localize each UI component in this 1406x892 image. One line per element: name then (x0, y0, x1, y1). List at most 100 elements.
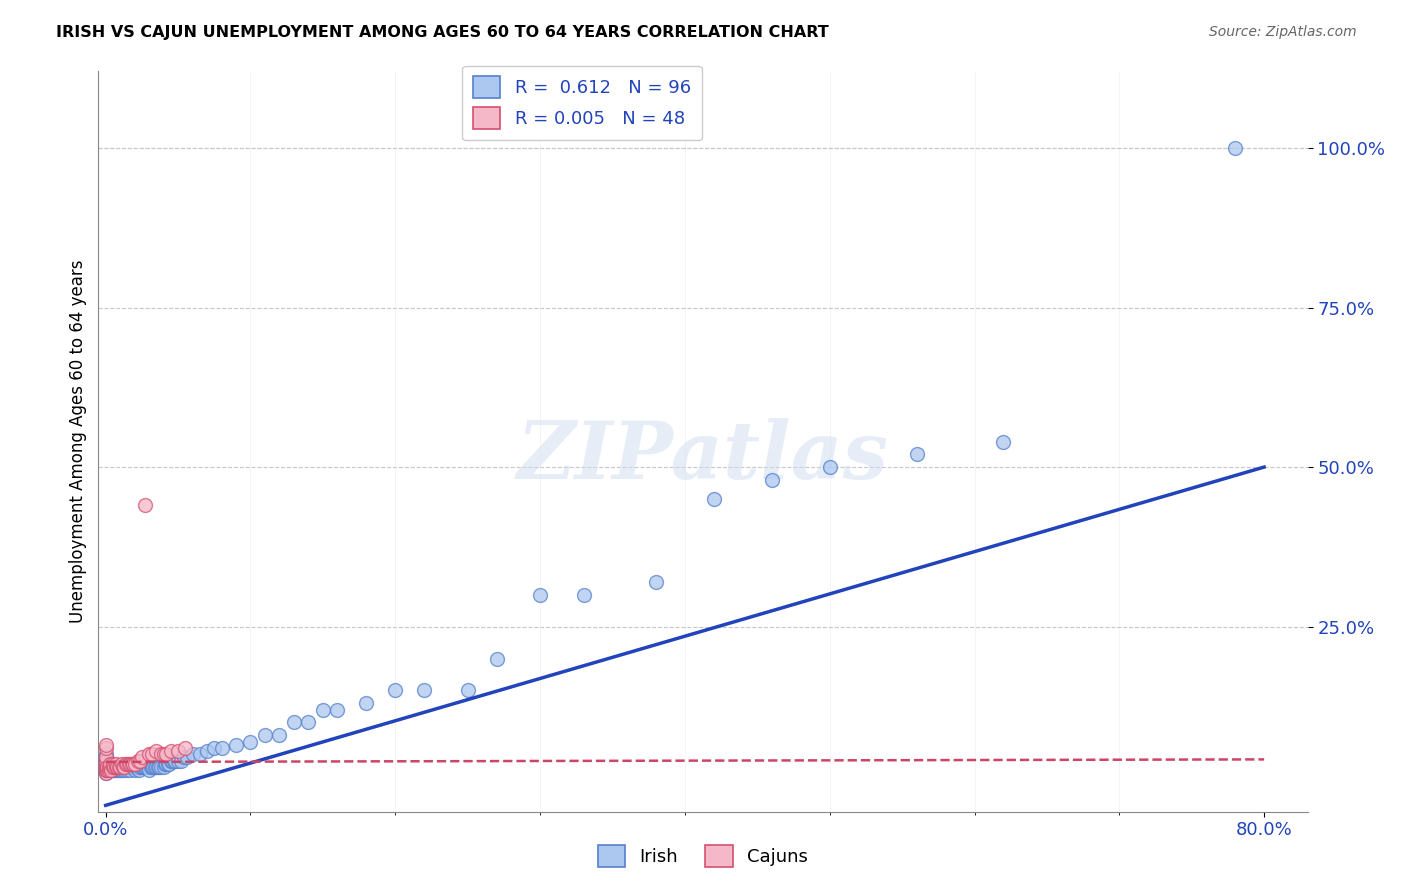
Point (703, 491, 725, 506)
Point (176, 750, 198, 764)
Point (94, 766, 117, 780)
Point (195, 744, 218, 758)
Point (134, 760, 156, 774)
Point (103, 760, 125, 774)
Point (326, 703, 349, 717)
Point (146, 760, 169, 774)
Point (142, 760, 165, 774)
Text: ZIPatlas: ZIPatlas (517, 417, 889, 495)
Point (138, 763, 160, 777)
Point (529, 588, 551, 602)
Point (818, 460, 841, 475)
Point (94, 738, 117, 752)
Point (98, 756, 121, 771)
Point (138, 747, 160, 762)
Point (98, 763, 121, 777)
Point (108, 760, 131, 774)
Point (94, 760, 117, 774)
Point (117, 763, 139, 777)
Point (253, 728, 276, 742)
Point (94, 747, 117, 762)
Y-axis label: Unemployment Among Ages 60 to 64 years: Unemployment Among Ages 60 to 64 years (69, 260, 87, 624)
Point (761, 473, 783, 487)
Point (121, 756, 143, 771)
Point (96, 763, 118, 777)
Point (131, 750, 153, 764)
Point (127, 760, 149, 774)
Point (97, 760, 120, 774)
Point (143, 760, 166, 774)
Point (165, 754, 187, 768)
Point (225, 738, 247, 752)
Point (115, 760, 138, 774)
Point (105, 760, 128, 774)
Point (413, 683, 436, 698)
Point (155, 747, 177, 762)
Text: Source: ZipAtlas.com: Source: ZipAtlas.com (1209, 25, 1357, 39)
Point (149, 747, 172, 762)
Point (94, 750, 117, 764)
Point (129, 754, 152, 768)
Point (312, 703, 335, 717)
Point (139, 760, 162, 774)
Point (1225, 141, 1247, 155)
Point (124, 763, 146, 777)
Point (104, 760, 127, 774)
Point (118, 760, 141, 774)
Point (202, 740, 225, 755)
Point (131, 760, 153, 774)
Point (120, 756, 142, 771)
Point (107, 760, 129, 774)
Point (101, 760, 124, 774)
Point (94, 763, 117, 777)
Point (100, 763, 122, 777)
Legend: R =  0.612   N = 96, R = 0.005   N = 48: R = 0.612 N = 96, R = 0.005 N = 48 (463, 66, 702, 140)
Point (98, 760, 121, 774)
Point (188, 747, 211, 762)
Point (117, 756, 139, 771)
Point (173, 750, 195, 764)
Point (120, 763, 142, 777)
Point (97, 760, 120, 774)
Point (115, 756, 138, 771)
Point (122, 756, 145, 771)
Point (145, 744, 167, 758)
Point (96, 760, 118, 774)
Point (124, 756, 146, 771)
Point (125, 760, 148, 774)
Point (132, 760, 155, 774)
Point (110, 756, 132, 771)
Point (167, 744, 190, 758)
Point (94, 763, 117, 777)
Point (134, 499, 156, 513)
Point (112, 760, 135, 774)
Point (94, 754, 117, 768)
Point (152, 760, 174, 774)
Point (356, 696, 378, 710)
Point (105, 763, 128, 777)
Point (174, 740, 197, 755)
Point (152, 747, 174, 762)
Point (114, 760, 136, 774)
Point (128, 763, 150, 777)
Point (135, 760, 157, 774)
Point (157, 756, 180, 771)
Point (94, 763, 117, 777)
Point (129, 760, 152, 774)
Point (141, 747, 163, 762)
Point (239, 734, 262, 748)
Point (101, 760, 124, 774)
Point (121, 760, 143, 774)
Point (163, 754, 186, 768)
Point (122, 760, 145, 774)
Point (457, 683, 479, 698)
Point (283, 715, 305, 730)
Point (94, 750, 117, 764)
Point (384, 683, 406, 698)
Point (297, 715, 319, 730)
Point (94, 754, 117, 768)
Point (94, 756, 117, 771)
Point (94, 766, 117, 780)
Point (211, 740, 233, 755)
Point (108, 763, 131, 777)
